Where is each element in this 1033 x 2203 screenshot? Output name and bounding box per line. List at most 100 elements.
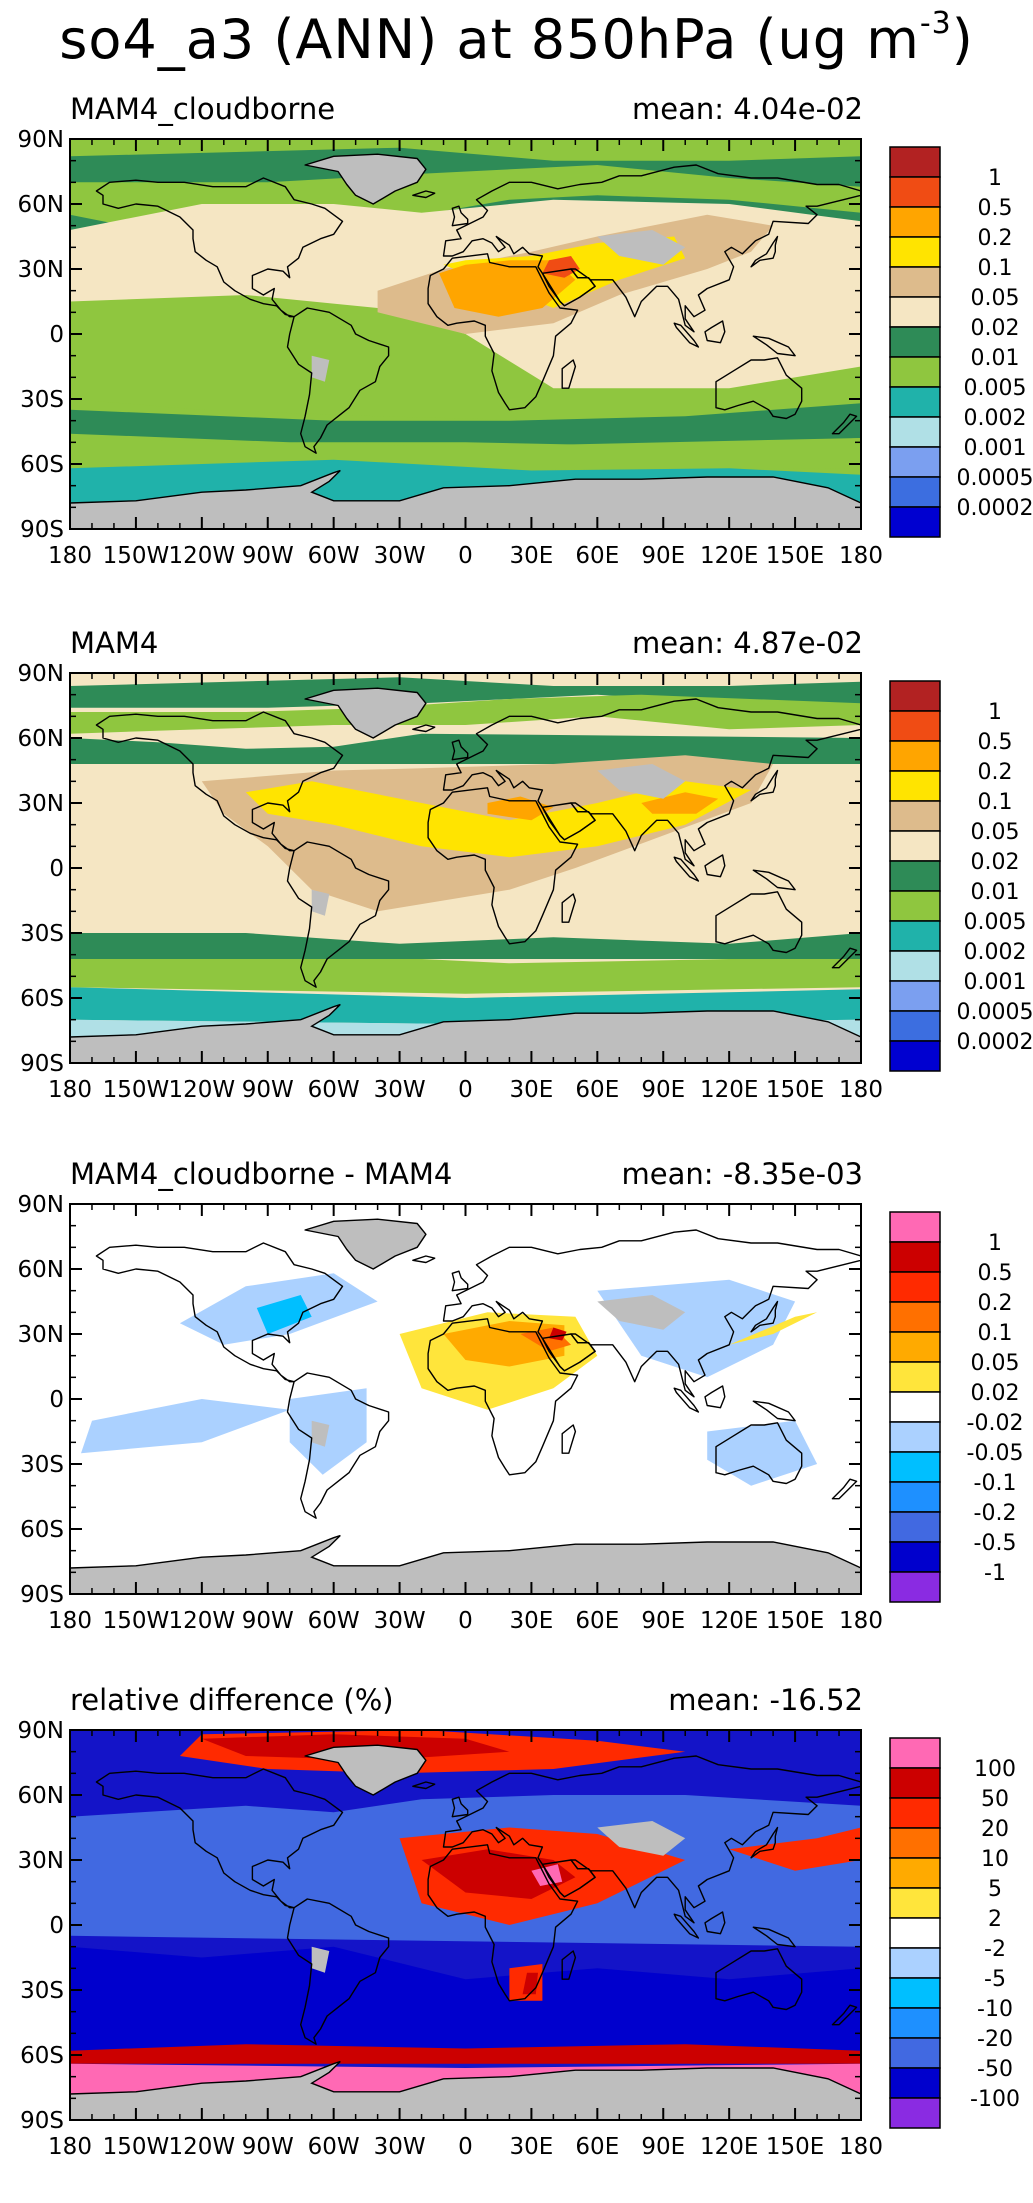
missing-data-area [70,1004,861,1063]
missing-data-area [305,688,426,738]
label-bar-level: 0.2 [978,1291,1013,1316]
label-bar-level: 50 [981,1787,1009,1812]
lat-tick-label: 90S [20,1582,64,1608]
label-bar-swatch [889,1857,941,1889]
figure-title-exponent: -3 [919,6,952,41]
label-bar-swatch [889,1511,941,1543]
panel-mean: mean: 4.87e-02 [631,626,863,660]
lon-tick-label: 120W [169,543,236,569]
coastline-britain [451,739,469,761]
label-bar: 1 0.5 0.2 0.1 0.05 0.02 0.01 0.005 0.002 0.001 0.0… [889,680,1033,1072]
lon-tick-label: 60W [308,1608,360,1634]
lon-tick-label: 30E [510,1608,554,1634]
label-bar-level: 1 [988,166,1002,191]
map-panel-cloudborne: MAM4_cloudborne mean: 4.04e-02 90N 60N 30N… [0,92,1033,612]
coastline-africa [427,787,579,945]
label-bar-level: -0.1 [974,1471,1017,1496]
lon-tick-label: 30W [374,1608,426,1634]
lat-tick-label: 60S [20,986,64,1012]
lon-tick-label: 30W [374,1077,426,1103]
label-bar-level: 0.01 [971,346,1020,371]
label-bar-level: 10 [981,1847,1009,1872]
field-contour [70,933,861,959]
coastline-southamerica [286,841,390,988]
coastline-newzealand [831,2004,858,2026]
label-bar-swatch [889,1361,941,1393]
field-contour [707,1420,818,1486]
coastline-australia [715,1948,803,2011]
label-bar-level: -1 [984,1561,1006,1586]
label-bar-swatch [889,1481,941,1513]
field-contour [531,1864,563,1886]
missing-data-area [311,889,330,916]
map-panel-relative-difference: relative difference (%) mean: -16.52 90N… [0,1683,1033,2203]
label-bar-swatch [889,1887,941,1919]
label-bar-level: 2 [988,1907,1002,1932]
panel-name: MAM4 [70,626,159,660]
lat-tick-label: 0 [49,322,64,348]
coastline-borneo [704,854,726,878]
coastline-sumatra [673,1387,700,1413]
map-panel-mam4: MAM4 mean: 4.87e-02 90N 60N 30N 0 30S 60S 90S 1… [0,626,1033,1146]
lon-tick-label: 60W [308,543,360,569]
field-contour [70,677,861,712]
coastline-antarctica [70,1003,861,1038]
map-panel-difference: MAM4_cloudborne - MAM4 mean: -8.35e-03 9… [0,1157,1033,1677]
label-bar-level: 0.1 [978,790,1013,815]
label-bar-swatch [889,1737,941,1769]
lon-tick-label: 90W [242,543,294,569]
coastline-japan [750,1826,779,1859]
label-bar-level: -0.2 [974,1501,1017,1526]
lon-tick-label: 30W [374,2134,426,2160]
label-bar-level: 1 [988,1231,1002,1256]
label-bar-swatch [889,710,941,742]
label-bar-swatch [889,1271,941,1303]
lon-tick-label: 60E [575,543,619,569]
coastline-newguinea [752,1400,796,1422]
lon-tick-label: 180 [48,543,92,569]
label-bar-swatch [889,356,941,388]
lon-tick-label: 150E [766,1608,824,1634]
label-bar-level: 0.2 [978,226,1013,251]
label-bar-swatch [889,1977,941,2009]
label-bar-level: 0.05 [971,820,1020,845]
lat-tick-label: 90S [20,1051,64,1077]
label-bar-level: 0.005 [964,376,1027,401]
lat-tick-label: 60S [20,452,64,478]
lat-tick-label: 90N [18,1718,64,1744]
lat-tick-label: 90S [20,517,64,543]
label-bar-swatch [889,1917,941,1949]
coastline-madagascar [561,893,577,923]
field-contour [641,792,719,814]
label-bar-swatch [889,206,941,238]
lon-tick-label: 120W [169,2134,236,2160]
lon-tick-label: 90E [641,543,685,569]
coastline-southamerica [286,1372,390,1519]
label-bar-level: -5 [984,1967,1006,1992]
label-bar-swatch [889,1331,941,1363]
missing-data-area [305,1745,426,1795]
lon-tick-label: 60E [575,2134,619,2160]
lat-tick-label: 30N [18,1848,64,1874]
field-contour [81,1399,290,1454]
coastline-madagascar [561,359,577,389]
field-contour [245,781,752,858]
coastline-britain [451,1796,469,1818]
field-contour [289,1388,367,1475]
label-bar-level: 0.002 [964,406,1027,431]
label-bar-level: -20 [977,2027,1013,2052]
label-bar-swatch [889,920,941,952]
label-bar-level: 0.5 [978,1261,1013,1286]
coastline-australia [715,891,803,954]
lon-tick-label: 150W [103,1077,170,1103]
label-bar-level: 0.0005 [957,1000,1033,1025]
lat-tick-label: 30S [20,387,64,413]
label-bar-swatch [889,2067,941,2099]
coastline-madagascar [561,1950,577,1980]
label-bar-level: 0.01 [971,880,1020,905]
lon-tick-label: 120W [169,1077,236,1103]
lon-tick-label: 90E [641,1077,685,1103]
label-bar-swatch [889,476,941,508]
lon-tick-label: 150E [766,543,824,569]
coastline-iceland [412,724,436,733]
